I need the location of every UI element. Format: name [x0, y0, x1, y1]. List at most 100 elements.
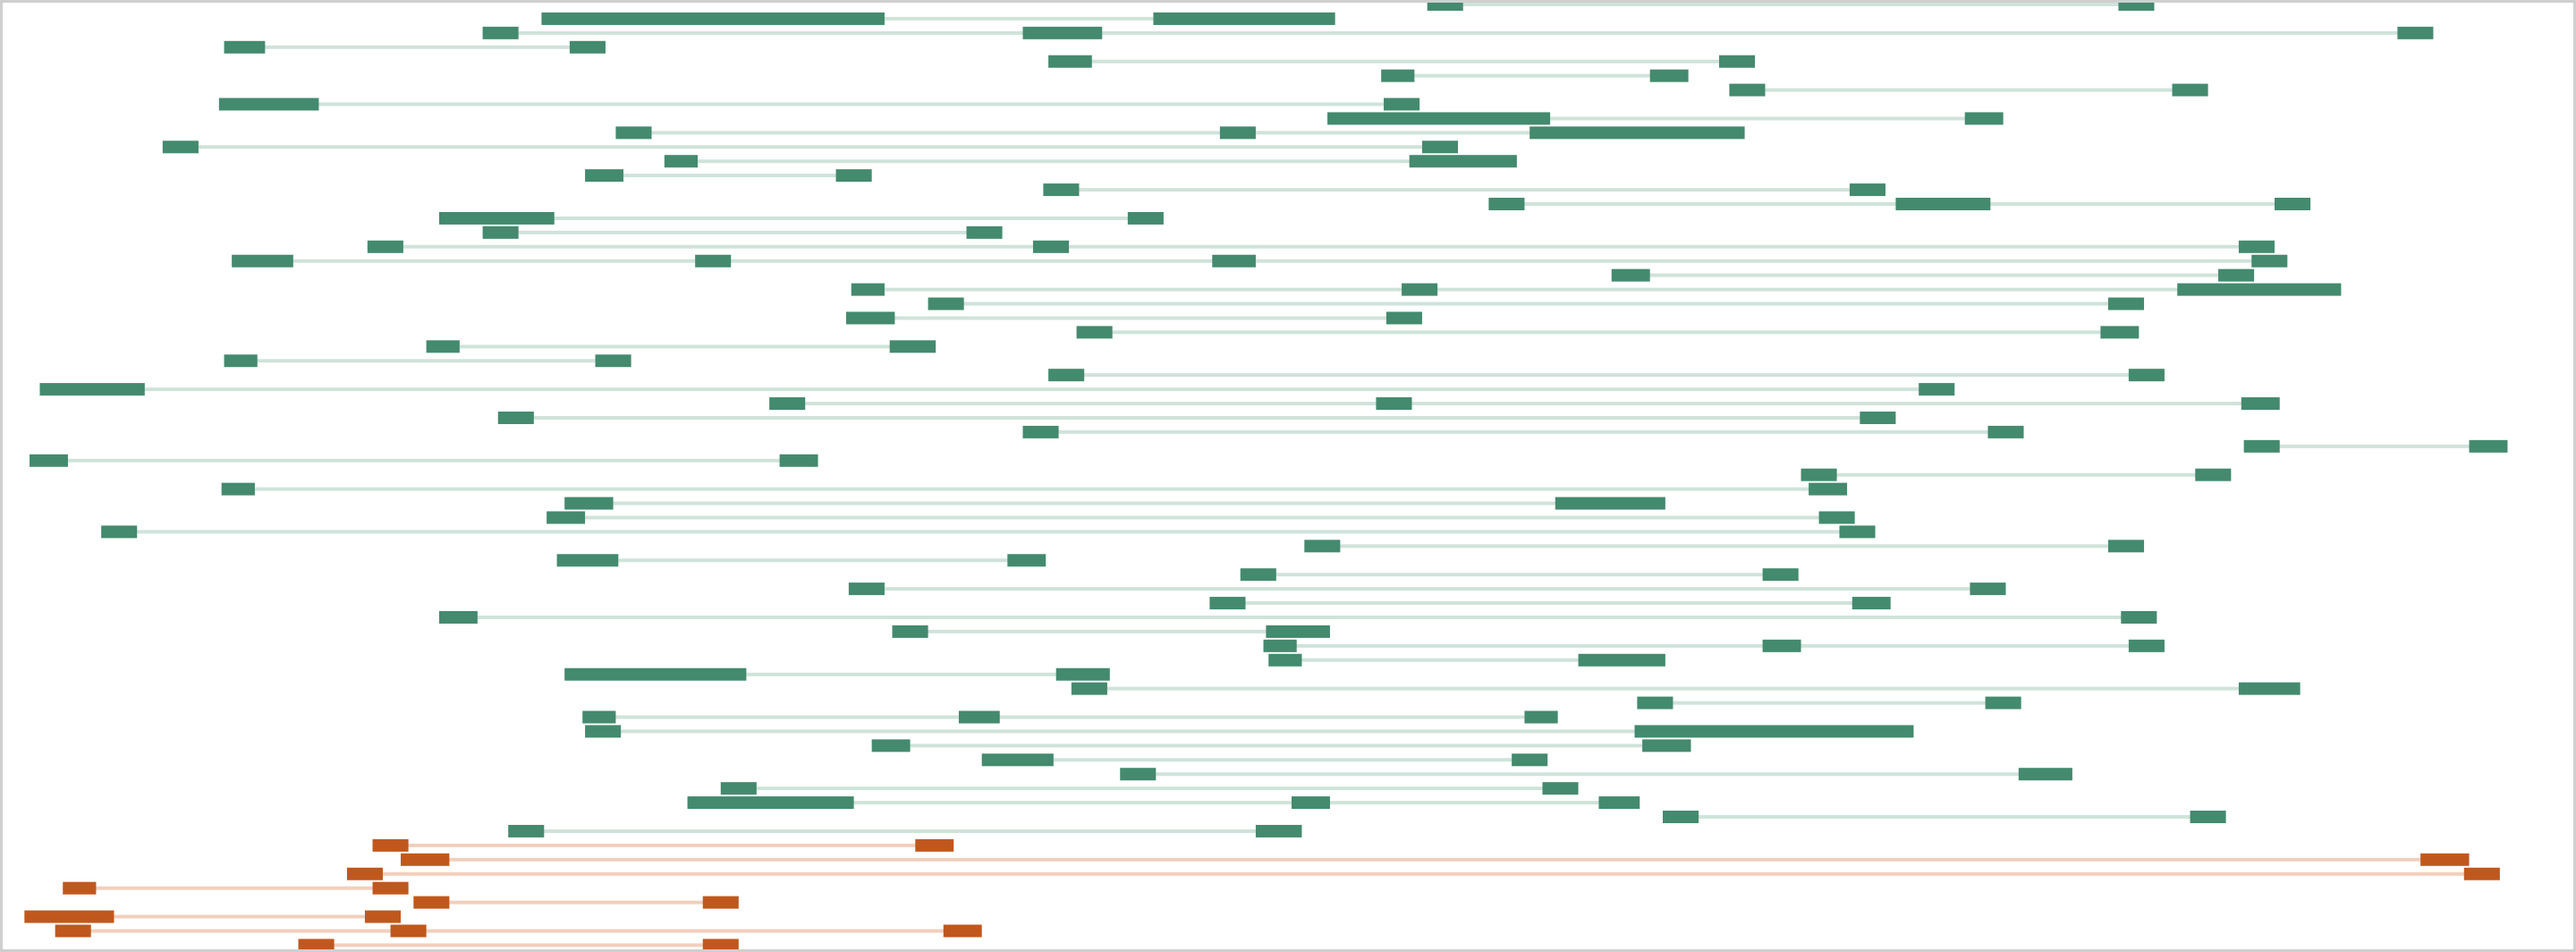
span-block — [846, 311, 895, 325]
span-block — [1801, 468, 1837, 481]
span-row — [24, 910, 402, 923]
span-block — [1530, 126, 1745, 140]
span-row — [224, 40, 606, 54]
span-block — [1384, 98, 1420, 111]
span-block — [564, 497, 614, 510]
span-block — [1048, 369, 1085, 382]
span-block — [595, 354, 631, 368]
span-block — [508, 824, 545, 837]
span-row — [1427, 3, 2155, 11]
span-block — [1212, 254, 1256, 268]
span-row — [224, 354, 631, 368]
span-block — [224, 354, 258, 368]
span-row — [482, 225, 1003, 239]
span-block — [1488, 198, 1525, 211]
span-block — [564, 667, 747, 681]
span-block — [1292, 796, 1330, 810]
span-row — [981, 753, 1548, 767]
span-row — [298, 939, 739, 949]
span-block — [1022, 26, 1103, 39]
span-block — [615, 126, 652, 140]
span-row — [218, 98, 1420, 111]
span-block — [221, 482, 255, 496]
span-block — [569, 40, 606, 54]
span-block — [892, 625, 928, 638]
span-row — [1048, 55, 1756, 68]
span-row — [1120, 768, 2072, 781]
span-row — [1637, 696, 2021, 710]
span-block — [1970, 582, 2006, 596]
span-block — [2397, 26, 2434, 39]
span-block — [1555, 497, 1665, 510]
span-block — [851, 283, 885, 296]
span-row — [615, 126, 1745, 140]
span-block — [1385, 311, 1422, 325]
span-row — [413, 896, 739, 909]
span-block — [438, 211, 555, 225]
span-block — [1427, 3, 1463, 11]
span-row — [1662, 811, 2226, 824]
span-row — [401, 853, 2470, 866]
span-row — [1488, 198, 2311, 211]
span-block — [943, 924, 982, 938]
span-block — [1524, 710, 1558, 724]
span-block — [981, 753, 1054, 767]
span-block — [1852, 597, 1891, 610]
span-block — [1762, 568, 1799, 582]
span-block — [1209, 597, 1246, 610]
span-block — [1598, 796, 1640, 810]
span-block — [582, 710, 616, 724]
span-block — [1729, 83, 1766, 97]
span-block — [547, 511, 586, 524]
span-row — [1048, 369, 2165, 382]
span-block — [372, 838, 409, 852]
span-block — [695, 254, 732, 268]
span-row — [687, 796, 1640, 810]
span-block — [1409, 155, 1517, 168]
span-block — [720, 782, 757, 795]
span-row — [63, 881, 409, 895]
span-block — [1268, 653, 1302, 667]
span-block — [1266, 625, 1330, 638]
span-block — [1662, 811, 1699, 824]
span-block — [1718, 55, 1756, 68]
span-block — [848, 582, 885, 596]
span-row — [1071, 682, 2301, 695]
span-block — [2121, 610, 2157, 624]
span-block — [367, 240, 403, 253]
span-row — [2243, 439, 2508, 453]
span-row — [1304, 540, 2145, 553]
span-block — [1043, 183, 1080, 197]
span-row — [928, 297, 2145, 310]
span-row — [547, 511, 1855, 524]
span-row — [1611, 268, 2255, 282]
span-block — [1402, 283, 1438, 296]
span-block — [1421, 140, 1459, 154]
span-row — [564, 667, 1110, 681]
span-block — [1578, 653, 1665, 667]
span-block — [401, 853, 450, 866]
span-block — [24, 910, 114, 923]
span-row — [1209, 597, 1891, 610]
span-block — [497, 411, 534, 424]
span-block — [2195, 468, 2232, 481]
span-block — [702, 896, 739, 909]
span-block — [1860, 411, 1896, 424]
span-block — [2177, 283, 2342, 296]
span-row — [346, 867, 2500, 880]
span-block — [2172, 83, 2208, 97]
span-block — [585, 725, 622, 738]
span-block — [1055, 667, 1110, 681]
span-block — [346, 867, 383, 880]
span-block — [556, 554, 619, 567]
span-block — [1048, 55, 1092, 68]
span-block — [1919, 383, 1955, 396]
span-block — [1849, 183, 1885, 197]
span-block — [1818, 511, 1855, 524]
span-row — [367, 240, 2275, 253]
span-block — [2107, 540, 2145, 553]
span-block — [2275, 198, 2311, 211]
span-block — [2118, 3, 2155, 11]
span-block — [2251, 254, 2288, 268]
